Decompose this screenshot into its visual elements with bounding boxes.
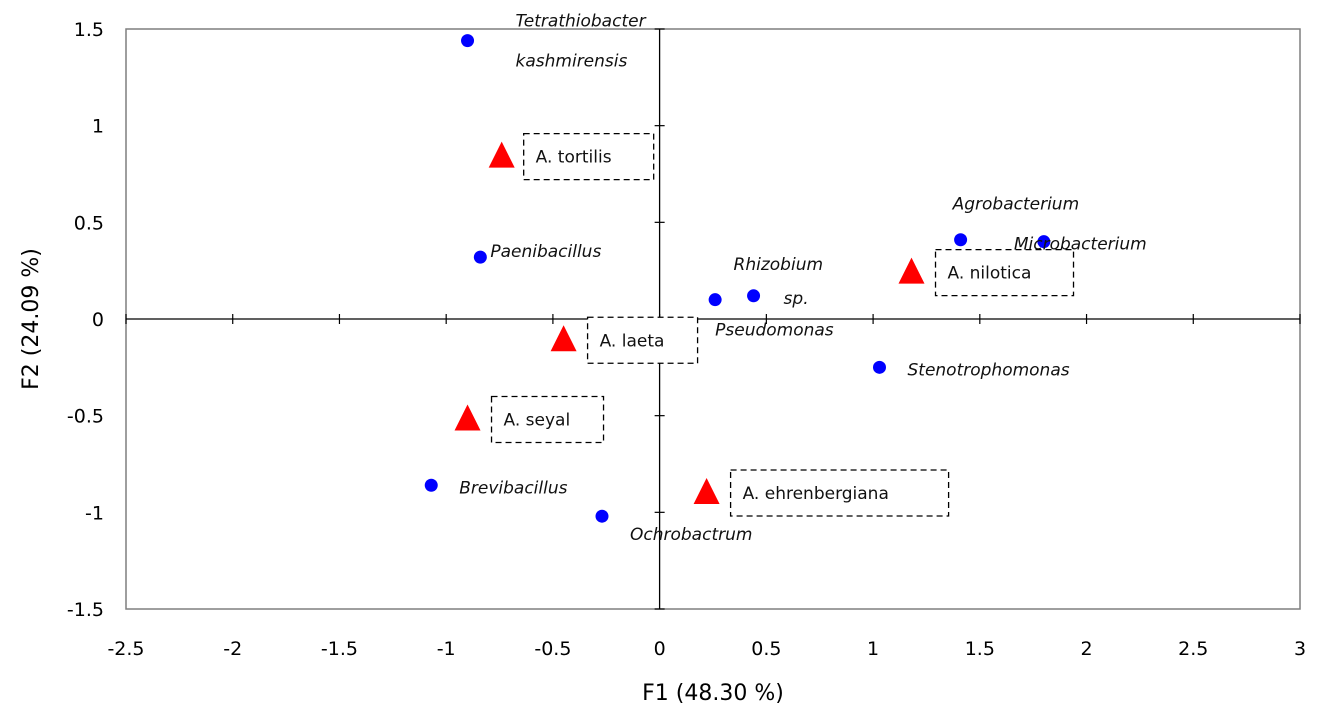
y-tick-label: 1 bbox=[92, 116, 104, 138]
bacteria-point bbox=[424, 478, 438, 492]
chart-marks: -2.5 -2 -1.5 -1 -0.5 0 0.5 1 1.5 2 2.5 3 -1.5 -1 -0.5 0… bbox=[67, 12, 1306, 660]
acacia-triangle-point bbox=[454, 404, 481, 431]
bacteria-point bbox=[595, 509, 609, 523]
x-tick-label: 2 bbox=[1080, 638, 1092, 660]
acacia-label: A. laeta bbox=[600, 331, 665, 351]
y-axis-title: F2 (24.09 %) bbox=[19, 248, 44, 390]
y-tick-label: 0.5 bbox=[74, 212, 104, 234]
bacteria-label: kashmirensis bbox=[516, 52, 628, 72]
bacteria-label: Rhizobium bbox=[734, 255, 823, 275]
x-tick-label: -1.5 bbox=[321, 638, 358, 660]
bacteria-label: Stenotrophomonas bbox=[907, 360, 1069, 380]
acacia-label: A. tortilis bbox=[536, 148, 612, 168]
bacteria-point bbox=[473, 250, 487, 264]
bacteria-point bbox=[708, 293, 722, 307]
x-tick-label: -2 bbox=[223, 638, 242, 660]
y-tick-label: 1.5 bbox=[74, 19, 104, 41]
bacteria-label: Pseudomonas bbox=[715, 321, 834, 341]
bacteria-point bbox=[1037, 235, 1051, 249]
acacia-label: A. nilotica bbox=[948, 264, 1032, 284]
acacia-triangle-point bbox=[693, 478, 720, 504]
bacteria-label: Agrobacterium bbox=[952, 195, 1080, 215]
bacteria-label: Brevibacillus bbox=[459, 478, 567, 498]
acacia-label-box bbox=[934, 248, 1075, 297]
y-tick-label: -1.5 bbox=[67, 599, 104, 621]
bacteria-label: sp. bbox=[784, 289, 809, 309]
acacia-label-box bbox=[586, 316, 699, 364]
x-tick-label: 0.5 bbox=[751, 638, 781, 660]
bacteria-point bbox=[747, 289, 761, 303]
x-tick-label: 2.5 bbox=[1178, 638, 1208, 660]
x-tick-label: 0 bbox=[654, 638, 666, 660]
x-axis-title: F1 (48.30 %) bbox=[642, 681, 784, 706]
x-tick-label: -1 bbox=[437, 638, 456, 660]
x-tick-label: 1.5 bbox=[965, 638, 995, 660]
y-tick-label: -0.5 bbox=[67, 406, 104, 428]
acacia-label-box bbox=[490, 395, 605, 444]
acacia-triangle-point bbox=[898, 257, 925, 284]
x-tick-label: -2.5 bbox=[107, 638, 144, 660]
y-tick-label: 0 bbox=[92, 309, 104, 331]
acacia-label: A. seyal bbox=[504, 411, 571, 431]
acacia-triangle-point bbox=[488, 141, 515, 168]
bacteria-label: Ochrobactrum bbox=[630, 525, 752, 545]
x-tick-label: -0.5 bbox=[534, 638, 571, 660]
acacia-label-box bbox=[523, 132, 655, 181]
bacteria-point bbox=[461, 34, 475, 48]
y-tick-label: -1 bbox=[85, 502, 104, 524]
acacia-label: A. ehrenbergiana bbox=[743, 484, 889, 504]
x-tick-label: 3 bbox=[1294, 638, 1306, 660]
bacteria-label: Tetrathiobacter bbox=[516, 12, 647, 32]
acacia-label-box bbox=[729, 469, 950, 517]
bacteria-point bbox=[872, 360, 886, 374]
bacteria-point bbox=[954, 233, 968, 247]
bacteria-label: Paenibacillus bbox=[490, 242, 601, 262]
acacia-triangle-point bbox=[550, 325, 577, 352]
x-tick-label: 1 bbox=[867, 638, 879, 660]
